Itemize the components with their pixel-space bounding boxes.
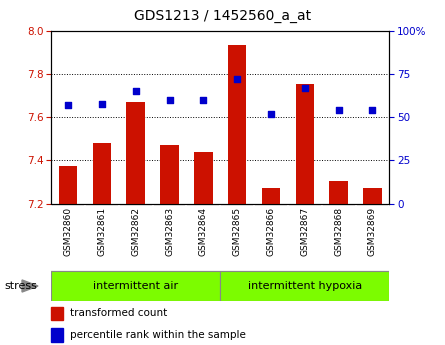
- Point: [301, 85, 308, 91]
- Bar: [329, 181, 348, 204]
- Point: [166, 97, 173, 103]
- Point: [132, 89, 139, 94]
- Bar: [228, 45, 247, 204]
- Text: GDS1213 / 1452560_a_at: GDS1213 / 1452560_a_at: [134, 9, 311, 23]
- Bar: [51, 271, 220, 301]
- Text: GSM32867: GSM32867: [300, 207, 309, 256]
- Text: GSM32861: GSM32861: [97, 207, 106, 256]
- Bar: [295, 84, 314, 204]
- Bar: [126, 102, 145, 204]
- Text: GSM32866: GSM32866: [267, 207, 275, 256]
- Text: GSM32863: GSM32863: [165, 207, 174, 256]
- Bar: [262, 188, 280, 204]
- Point: [335, 108, 342, 113]
- Bar: [220, 271, 389, 301]
- Text: transformed count: transformed count: [70, 308, 167, 318]
- Bar: [363, 188, 382, 204]
- Point: [200, 97, 207, 103]
- Point: [369, 108, 376, 113]
- Point: [98, 101, 105, 106]
- Bar: [160, 145, 179, 204]
- Text: GSM32868: GSM32868: [334, 207, 343, 256]
- Text: GSM32860: GSM32860: [64, 207, 73, 256]
- Point: [65, 102, 72, 108]
- Bar: [93, 143, 111, 204]
- Polygon shape: [22, 280, 38, 292]
- Bar: [194, 152, 213, 204]
- Text: GSM32869: GSM32869: [368, 207, 377, 256]
- Text: intermittent air: intermittent air: [93, 281, 178, 291]
- Point: [234, 77, 241, 82]
- Text: percentile rank within the sample: percentile rank within the sample: [70, 330, 246, 340]
- Text: intermittent hypoxia: intermittent hypoxia: [248, 281, 362, 291]
- Text: GSM32865: GSM32865: [233, 207, 242, 256]
- Text: stress: stress: [4, 281, 37, 291]
- Text: GSM32862: GSM32862: [131, 207, 140, 256]
- Point: [267, 111, 275, 117]
- Bar: [51, 307, 63, 320]
- Text: GSM32864: GSM32864: [199, 207, 208, 256]
- Bar: [51, 328, 63, 342]
- Bar: [59, 166, 77, 204]
